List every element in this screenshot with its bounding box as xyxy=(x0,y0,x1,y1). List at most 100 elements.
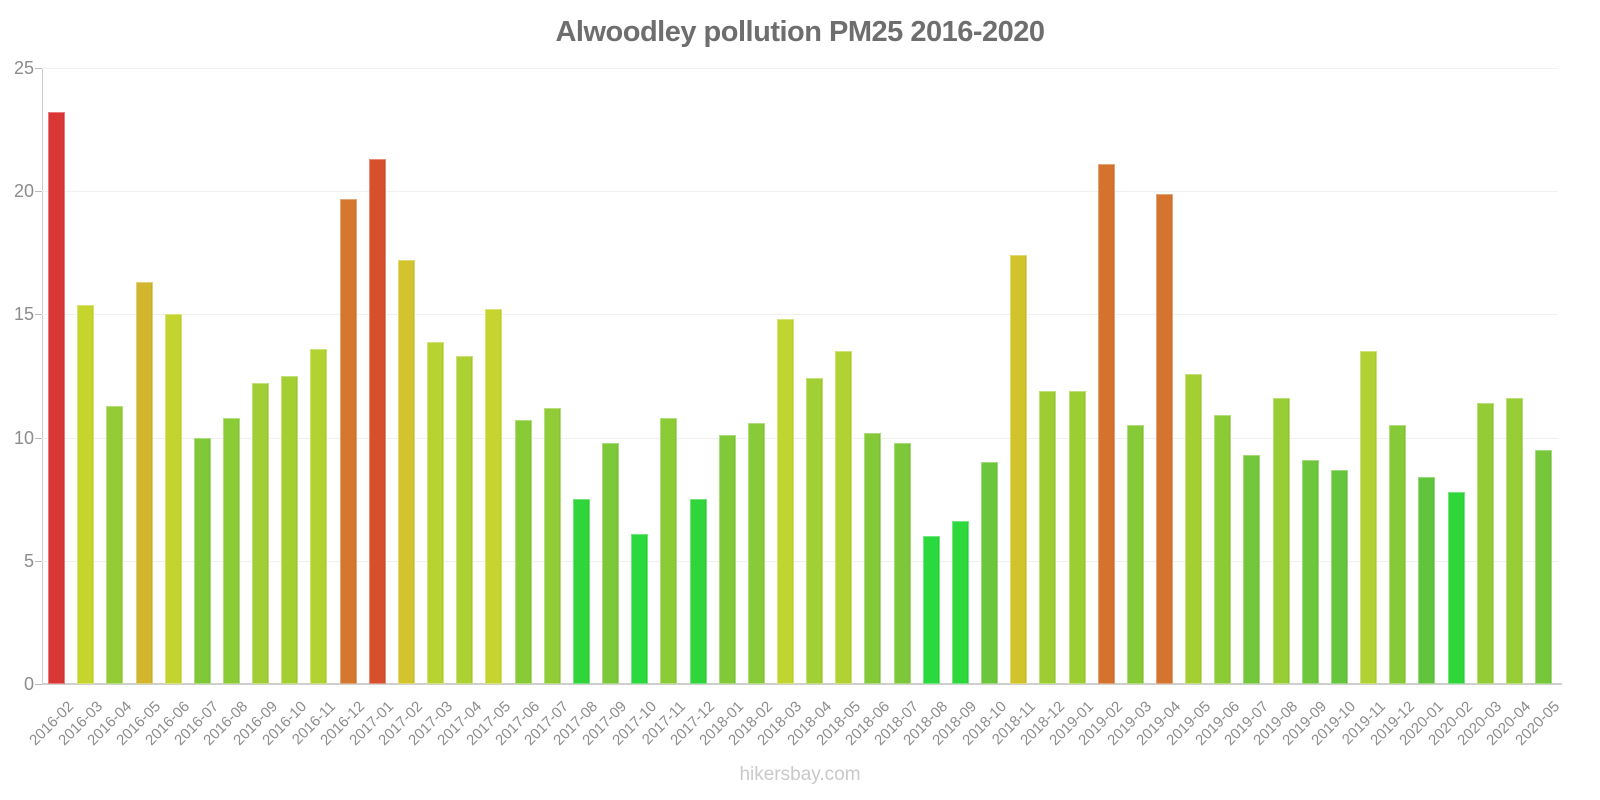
bar-2018-08[interactable] xyxy=(922,536,940,684)
bar-slot xyxy=(829,68,858,684)
bar-slot xyxy=(1471,68,1500,684)
bar-2019-11[interactable] xyxy=(1360,351,1378,684)
bar-slot xyxy=(1412,68,1441,684)
bar-2019-09[interactable] xyxy=(1301,459,1319,684)
bar-slot xyxy=(159,68,188,684)
y-axis-label: 20 xyxy=(13,181,34,202)
bar-2019-07[interactable] xyxy=(1243,454,1261,684)
bar-slot xyxy=(1442,68,1471,684)
bar-2018-09[interactable] xyxy=(951,521,969,684)
bar-2018-06[interactable] xyxy=(864,432,882,684)
bar-2017-05[interactable] xyxy=(485,309,503,684)
bar-2016-06[interactable] xyxy=(164,314,182,684)
y-axis-tick xyxy=(35,684,42,685)
bar-slot xyxy=(1529,68,1558,684)
bar-slot xyxy=(975,68,1004,684)
chart-title: Alwoodley pollution PM25 2016-2020 xyxy=(555,16,1045,48)
gridline xyxy=(42,68,1558,69)
bar-slot xyxy=(1033,68,1062,684)
bar-2018-12[interactable] xyxy=(1039,390,1057,684)
bar-2017-09[interactable] xyxy=(602,442,620,684)
bar-2019-03[interactable] xyxy=(1126,425,1144,684)
bar-2020-04[interactable] xyxy=(1505,398,1523,684)
bar-2017-02[interactable] xyxy=(397,260,415,684)
bar-2020-02[interactable] xyxy=(1447,491,1465,684)
bar-slot xyxy=(625,68,654,684)
bar-2016-08[interactable] xyxy=(223,417,241,684)
y-axis-tick xyxy=(35,560,42,562)
bar-slot xyxy=(1208,68,1237,684)
bar-slot xyxy=(100,68,129,684)
bar-2016-10[interactable] xyxy=(281,376,299,684)
bar-2019-12[interactable] xyxy=(1389,425,1407,684)
bar-2016-03[interactable] xyxy=(77,304,95,684)
bar-2017-03[interactable] xyxy=(427,341,445,684)
bar-2017-01[interactable] xyxy=(368,159,386,684)
bar-2016-09[interactable] xyxy=(252,383,270,684)
bar-2018-07[interactable] xyxy=(893,442,911,684)
bar-slot xyxy=(742,68,771,684)
bar-slot xyxy=(188,68,217,684)
y-axis-label: 10 xyxy=(13,427,34,448)
bar-slot xyxy=(392,68,421,684)
bar-2020-05[interactable] xyxy=(1535,449,1553,684)
y-axis-label: 25 xyxy=(13,58,34,78)
bar-2018-01[interactable] xyxy=(718,435,736,684)
y-axis-label: 0 xyxy=(23,674,34,694)
bar-slot xyxy=(71,68,100,684)
bar-2018-02[interactable] xyxy=(747,422,765,684)
bar-2016-11[interactable] xyxy=(310,348,328,684)
bar-slot xyxy=(42,68,71,684)
bar-2018-03[interactable] xyxy=(776,319,794,684)
bar-slot xyxy=(363,68,392,684)
bar-slot xyxy=(888,68,917,684)
y-axis-label: 15 xyxy=(13,304,34,325)
bar-slot xyxy=(858,68,887,684)
bar-2018-05[interactable] xyxy=(835,351,853,684)
bar-2020-03[interactable] xyxy=(1476,403,1494,684)
bar-slot xyxy=(1092,68,1121,684)
bar-slot xyxy=(421,68,450,684)
bar-2017-11[interactable] xyxy=(660,417,678,684)
bar-slot xyxy=(1267,68,1296,684)
bar-slot xyxy=(596,68,625,684)
y-axis-tick xyxy=(35,68,42,69)
x-axis-line xyxy=(42,683,1562,685)
bar-2019-06[interactable] xyxy=(1214,415,1232,684)
bar-2019-04[interactable] xyxy=(1156,193,1174,684)
bar-2019-01[interactable] xyxy=(1068,390,1086,684)
bar-slot xyxy=(771,68,800,684)
bar-2019-05[interactable] xyxy=(1185,373,1203,684)
bar-slot xyxy=(479,68,508,684)
bar-2017-10[interactable] xyxy=(631,533,649,684)
bar-2018-11[interactable] xyxy=(1010,255,1028,684)
bar-2016-02[interactable] xyxy=(48,112,66,684)
bar-2020-01[interactable] xyxy=(1418,477,1436,684)
bar-slot xyxy=(1325,68,1354,684)
bar-2018-04[interactable] xyxy=(806,378,824,684)
bar-2017-07[interactable] xyxy=(543,408,561,684)
bar-2016-04[interactable] xyxy=(106,405,124,684)
y-axis-tick xyxy=(35,437,42,439)
y-axis-line xyxy=(42,68,43,685)
bar-slot xyxy=(304,68,333,684)
bar-slot xyxy=(1179,68,1208,684)
bar-2017-06[interactable] xyxy=(514,420,532,684)
bar-slot xyxy=(917,68,946,684)
bar-slot xyxy=(946,68,975,684)
bar-2017-12[interactable] xyxy=(689,499,707,684)
gridline xyxy=(42,191,1558,193)
bar-2016-07[interactable] xyxy=(193,437,211,684)
gridline xyxy=(42,314,1558,316)
bar-2016-12[interactable] xyxy=(339,198,357,684)
bar-2019-10[interactable] xyxy=(1330,469,1348,684)
bar-2017-08[interactable] xyxy=(572,499,590,684)
bar-2019-02[interactable] xyxy=(1097,164,1115,684)
bar-2019-08[interactable] xyxy=(1272,398,1290,684)
bar-slot xyxy=(334,68,363,684)
bar-2017-04[interactable] xyxy=(456,356,474,684)
gridline xyxy=(42,560,1558,562)
bar-slot xyxy=(217,68,246,684)
bar-2016-05[interactable] xyxy=(135,282,153,684)
bar-2018-10[interactable] xyxy=(981,462,999,684)
